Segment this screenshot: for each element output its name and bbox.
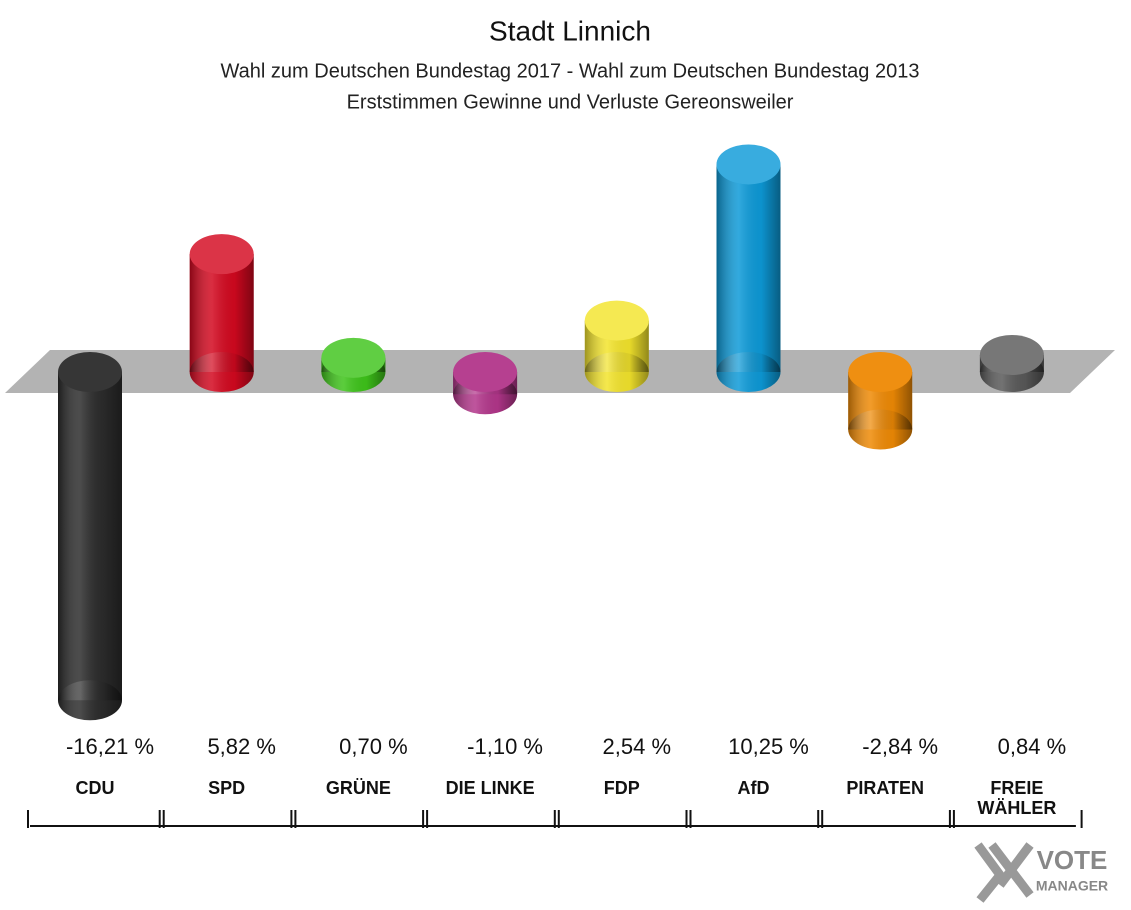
category-label: DIE LINKE: [445, 778, 535, 798]
bar-top: [716, 144, 781, 185]
bar-top-shade: [453, 352, 518, 392]
logo: VOTE: [1037, 845, 1108, 875]
value-label: -16,21 %: [66, 734, 154, 759]
bar-top: [584, 300, 649, 341]
category-label: FDP: [603, 778, 640, 798]
bar-shade: [58, 372, 122, 701]
bar-top-shade: [189, 234, 254, 275]
logo: MANAGER: [1036, 878, 1108, 894]
bar-top: [321, 337, 386, 378]
value-label: 0,70 %: [339, 734, 408, 759]
value-label: -2,84 %: [862, 734, 938, 759]
logo-mark: [974, 842, 1034, 903]
chart-subtitle: Wahl zum Deutschen Bundestag 2017 - Wahl…: [221, 60, 920, 82]
bar-top: [58, 352, 122, 392]
bar-top: [453, 352, 518, 392]
category-label: CDU: [75, 778, 115, 798]
bar-top-shade: [716, 144, 781, 185]
value-label: 10,25 %: [728, 734, 809, 759]
value-label: -1,10 %: [467, 734, 543, 759]
chart-subtitle: Erststimmen Gewinne und Verluste Gereons…: [347, 91, 794, 113]
category-label: SPD: [208, 778, 246, 798]
bar-top: [189, 234, 254, 275]
bar-top-shade: [848, 352, 913, 392]
bar-top-shade: [321, 337, 386, 378]
bar-top: [979, 334, 1044, 375]
category-label: PIRATEN: [846, 778, 925, 798]
category-label: GRÜNE: [325, 778, 391, 798]
category-label: AfD: [737, 778, 770, 798]
bar-top: [848, 352, 913, 392]
chart-title: Stadt Linnich: [489, 15, 651, 46]
bar-top-shade: [58, 352, 122, 392]
bar-top-shade: [584, 300, 649, 341]
value-label: 5,82 %: [207, 734, 276, 759]
value-label: 0,84 %: [998, 734, 1067, 759]
bar-top-shade: [979, 334, 1044, 375]
value-label: 2,54 %: [603, 734, 672, 759]
category-label: FREIE WÄHLER: [977, 778, 1057, 818]
bar-shade: [716, 164, 781, 372]
zero-plane: [5, 350, 1115, 393]
